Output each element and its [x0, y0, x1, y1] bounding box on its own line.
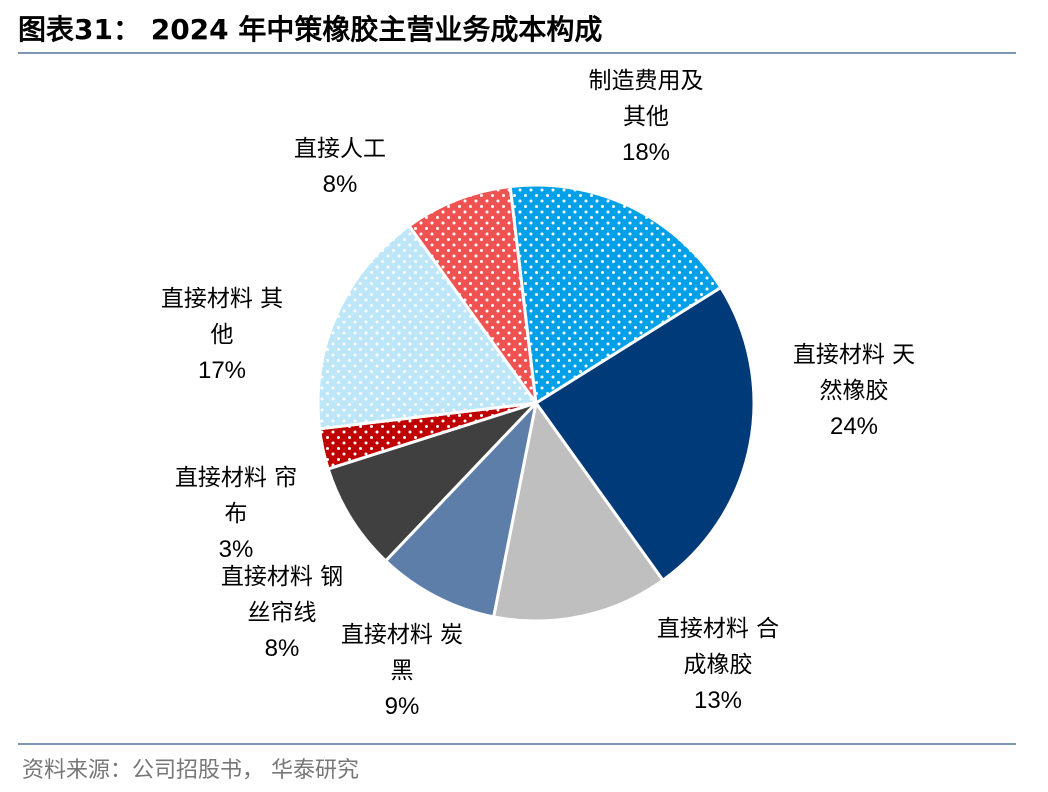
source-note: 资料来源：公司招股书， 华泰研究	[22, 758, 359, 783]
slice-label: 他	[211, 322, 234, 348]
slice-value-label: 13%	[694, 687, 742, 714]
slice-label: 直接材料 炭	[341, 622, 463, 648]
pie-slice	[407, 185, 538, 405]
pie-slice	[492, 401, 665, 623]
pie-slice	[316, 224, 538, 431]
slice-label: 直接材料 钢	[221, 564, 343, 590]
slice-value-label: 9%	[385, 693, 420, 720]
slice-value-label: 3%	[219, 536, 254, 563]
title-divider	[18, 52, 1016, 54]
slice-label: 制造费用及	[589, 68, 704, 94]
slice-label: 成橡胶	[684, 652, 753, 678]
slice-label: 直接人工	[294, 136, 386, 162]
pie-slice	[534, 285, 756, 582]
slice-value-label: 18%	[622, 139, 670, 166]
slice-label: 丝帘线	[248, 600, 317, 626]
source-divider	[18, 743, 1016, 745]
slice-label: 直接材料 合	[657, 616, 779, 642]
slice-value-label: 24%	[830, 413, 878, 440]
slice-label: 布	[225, 501, 248, 527]
pie-slice	[384, 401, 538, 619]
slice-label: 直接材料 其	[161, 286, 283, 312]
slice-value-label: 8%	[323, 171, 358, 198]
pie-slice	[326, 401, 538, 563]
slice-value-label: 8%	[265, 635, 300, 662]
pie-slice	[508, 183, 723, 405]
pie-slices	[316, 183, 756, 623]
slice-label: 直接材料 帘	[175, 465, 297, 491]
slice-label: 然橡胶	[820, 378, 889, 404]
slice-label: 直接材料 天	[793, 342, 915, 368]
page-title: 图表31： 2024 年中策橡胶主营业务成本构成	[18, 13, 603, 46]
slice-label: 黑	[391, 658, 414, 684]
slice-label: 其他	[623, 104, 669, 130]
slice-value-label: 17%	[198, 357, 246, 384]
